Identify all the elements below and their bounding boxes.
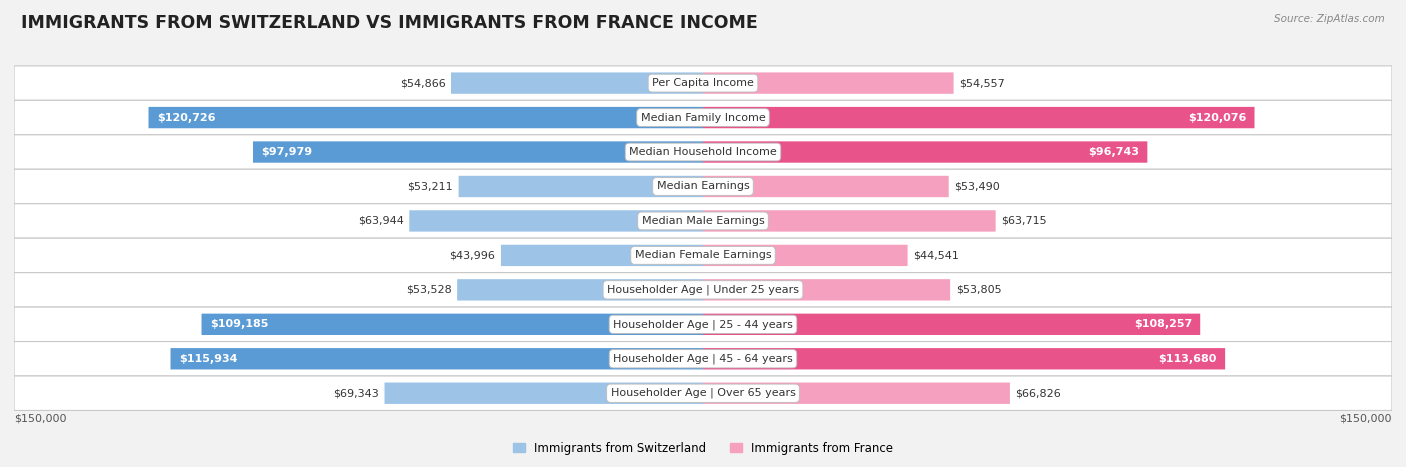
Text: Median Male Earnings: Median Male Earnings — [641, 216, 765, 226]
Text: $53,528: $53,528 — [406, 285, 451, 295]
FancyBboxPatch shape — [14, 273, 1392, 307]
Text: $66,826: $66,826 — [1015, 388, 1062, 398]
FancyBboxPatch shape — [14, 238, 1392, 273]
FancyBboxPatch shape — [14, 341, 1392, 376]
Text: Median Earnings: Median Earnings — [657, 182, 749, 191]
Text: Householder Age | 45 - 64 years: Householder Age | 45 - 64 years — [613, 354, 793, 364]
Text: $115,934: $115,934 — [179, 354, 238, 364]
Text: Householder Age | Under 25 years: Householder Age | Under 25 years — [607, 284, 799, 295]
Text: $44,541: $44,541 — [912, 250, 959, 261]
FancyBboxPatch shape — [14, 376, 1392, 410]
FancyBboxPatch shape — [14, 135, 1392, 169]
Text: $150,000: $150,000 — [1340, 413, 1392, 423]
FancyBboxPatch shape — [253, 142, 703, 163]
Text: $113,680: $113,680 — [1159, 354, 1216, 364]
FancyBboxPatch shape — [451, 72, 703, 94]
FancyBboxPatch shape — [14, 100, 1392, 135]
FancyBboxPatch shape — [703, 348, 1225, 369]
Text: Median Household Income: Median Household Income — [628, 147, 778, 157]
FancyBboxPatch shape — [703, 245, 908, 266]
Text: $108,257: $108,257 — [1133, 319, 1192, 329]
FancyBboxPatch shape — [201, 314, 703, 335]
Text: $53,211: $53,211 — [408, 182, 453, 191]
FancyBboxPatch shape — [409, 210, 703, 232]
FancyBboxPatch shape — [458, 176, 703, 197]
Text: $54,866: $54,866 — [399, 78, 446, 88]
Text: Householder Age | 25 - 44 years: Householder Age | 25 - 44 years — [613, 319, 793, 330]
FancyBboxPatch shape — [703, 72, 953, 94]
Text: $53,490: $53,490 — [955, 182, 1000, 191]
FancyBboxPatch shape — [14, 169, 1392, 204]
FancyBboxPatch shape — [703, 314, 1201, 335]
Text: $54,557: $54,557 — [959, 78, 1005, 88]
FancyBboxPatch shape — [703, 210, 995, 232]
FancyBboxPatch shape — [170, 348, 703, 369]
FancyBboxPatch shape — [703, 107, 1254, 128]
Text: $63,715: $63,715 — [1001, 216, 1047, 226]
FancyBboxPatch shape — [384, 382, 703, 404]
FancyBboxPatch shape — [149, 107, 703, 128]
FancyBboxPatch shape — [14, 307, 1392, 341]
FancyBboxPatch shape — [703, 382, 1010, 404]
Text: $120,726: $120,726 — [157, 113, 215, 122]
Text: $63,944: $63,944 — [359, 216, 404, 226]
Text: $43,996: $43,996 — [450, 250, 495, 261]
FancyBboxPatch shape — [703, 142, 1147, 163]
FancyBboxPatch shape — [14, 66, 1392, 100]
FancyBboxPatch shape — [703, 176, 949, 197]
Text: $150,000: $150,000 — [14, 413, 66, 423]
Text: Source: ZipAtlas.com: Source: ZipAtlas.com — [1274, 14, 1385, 24]
Text: $53,805: $53,805 — [956, 285, 1001, 295]
Text: Per Capita Income: Per Capita Income — [652, 78, 754, 88]
FancyBboxPatch shape — [501, 245, 703, 266]
FancyBboxPatch shape — [703, 279, 950, 301]
Text: $109,185: $109,185 — [209, 319, 269, 329]
FancyBboxPatch shape — [14, 204, 1392, 238]
Legend: Immigrants from Switzerland, Immigrants from France: Immigrants from Switzerland, Immigrants … — [508, 437, 898, 460]
Text: Median Family Income: Median Family Income — [641, 113, 765, 122]
Text: $120,076: $120,076 — [1188, 113, 1246, 122]
FancyBboxPatch shape — [457, 279, 703, 301]
Text: IMMIGRANTS FROM SWITZERLAND VS IMMIGRANTS FROM FRANCE INCOME: IMMIGRANTS FROM SWITZERLAND VS IMMIGRANT… — [21, 14, 758, 32]
Text: $97,979: $97,979 — [262, 147, 312, 157]
Text: $69,343: $69,343 — [333, 388, 380, 398]
Text: Householder Age | Over 65 years: Householder Age | Over 65 years — [610, 388, 796, 398]
Text: $96,743: $96,743 — [1088, 147, 1139, 157]
Text: Median Female Earnings: Median Female Earnings — [634, 250, 772, 261]
